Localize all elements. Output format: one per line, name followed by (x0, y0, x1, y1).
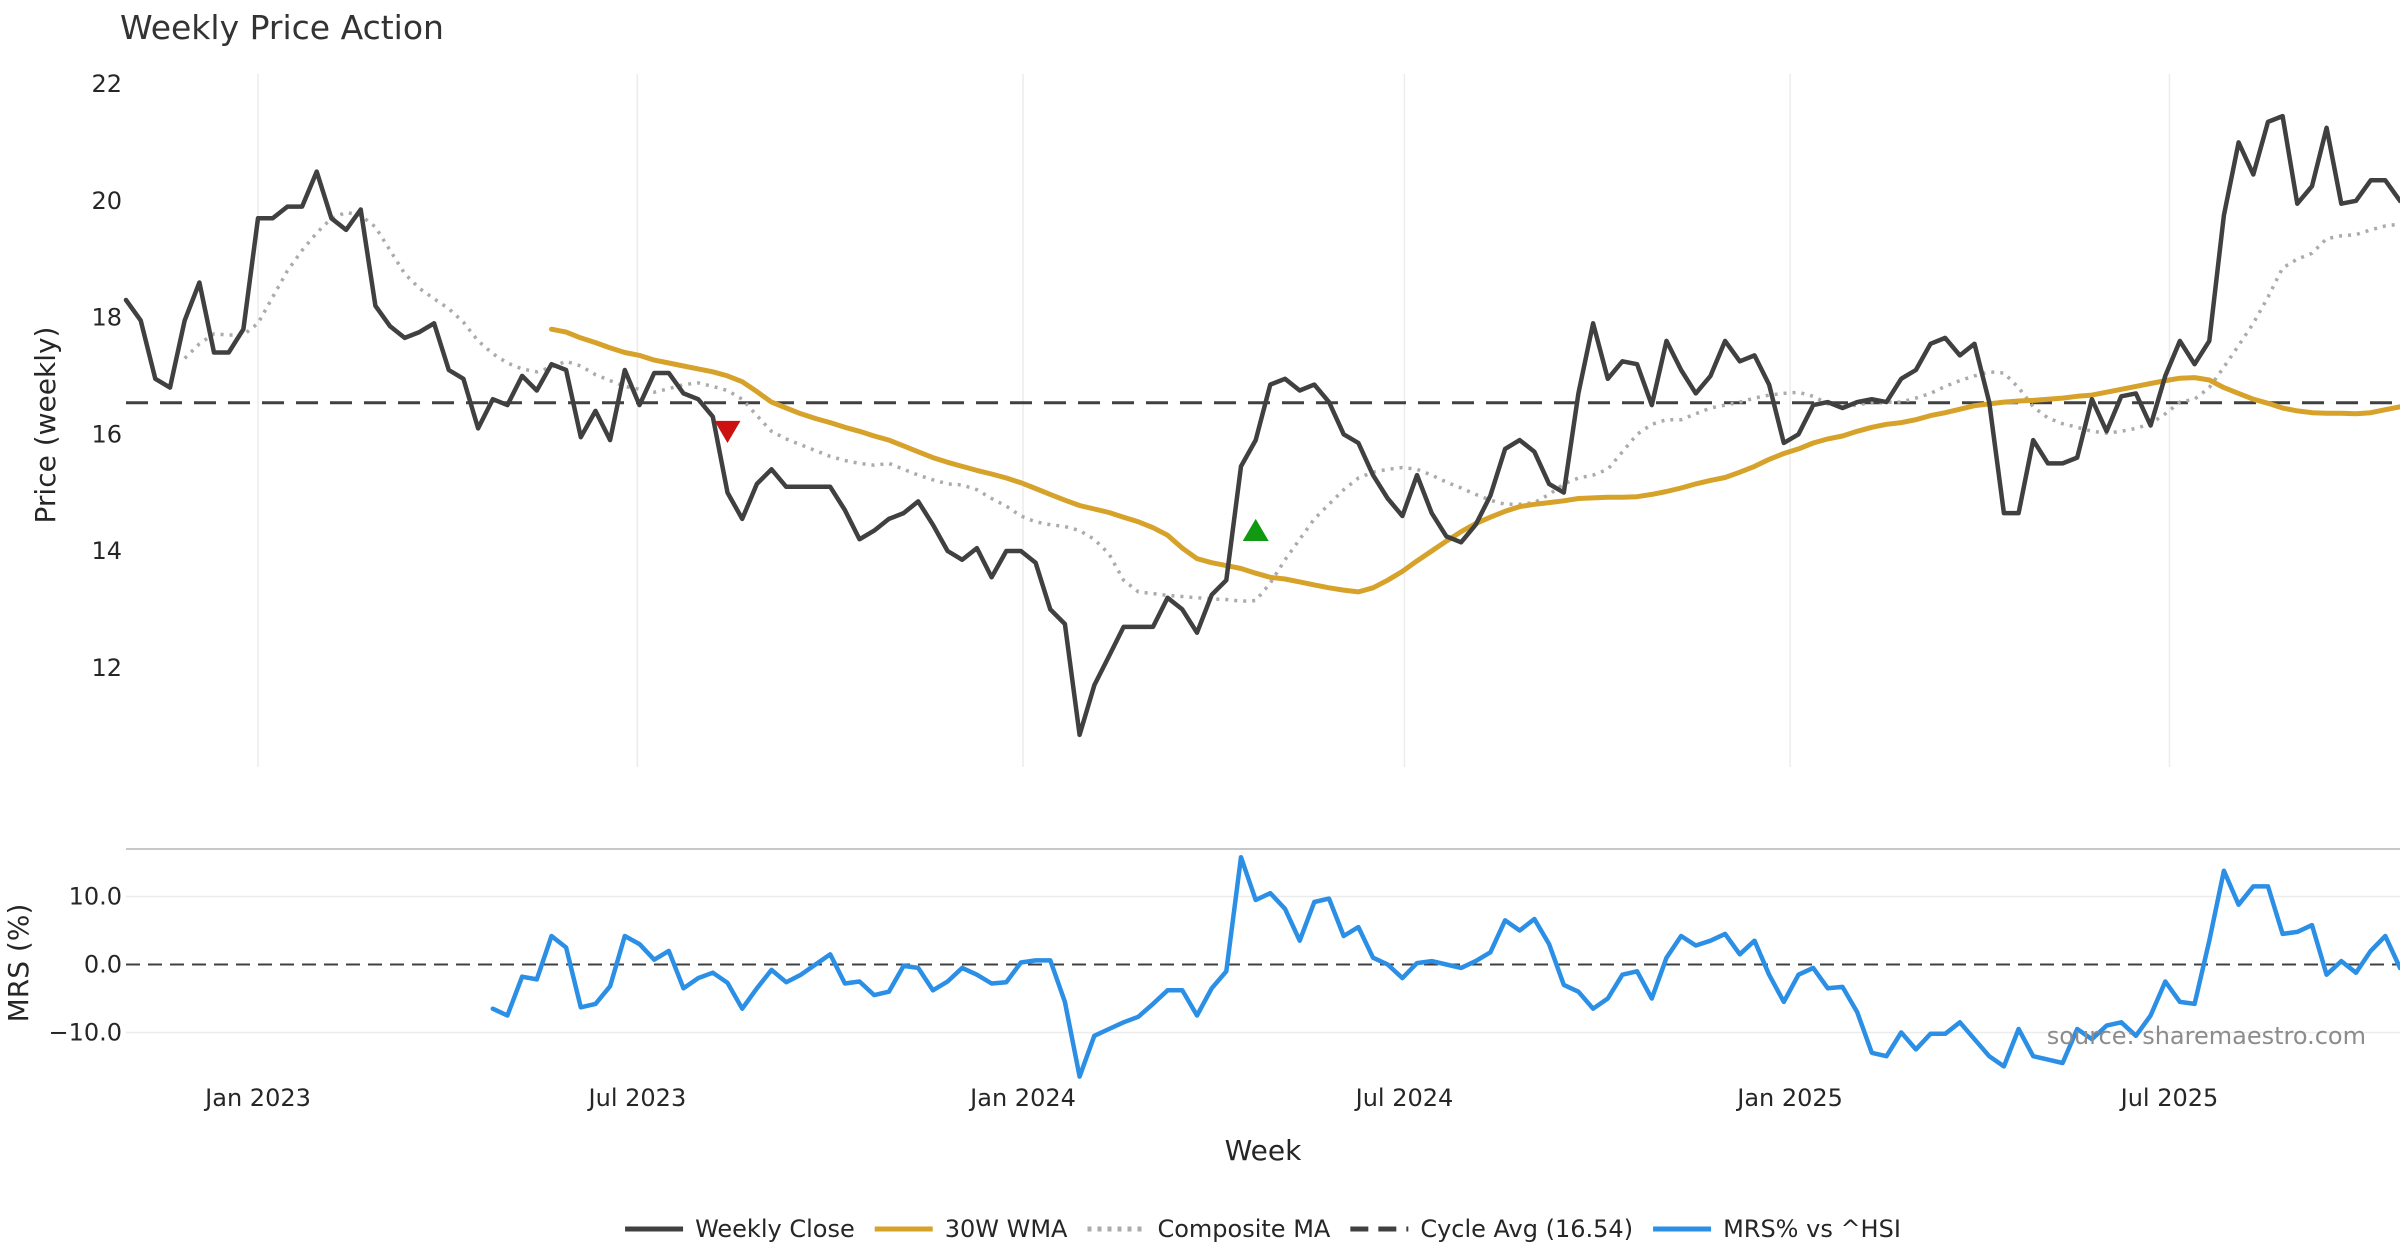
series-mrs-vs-hsi (490, 854, 2400, 1079)
mrs-y-tick-label: 10.0 (69, 883, 122, 911)
series-weekly-close (123, 113, 2400, 738)
x-tick-label: Jan 2025 (1735, 1084, 1843, 1112)
x-axis-label: Week (1225, 1134, 1302, 1167)
mrs-y-tick-label: −10.0 (48, 1018, 122, 1046)
mrs-y-axis-label: MRS (%) (2, 904, 35, 1023)
legend-label-composite-ma: Composite MA (1157, 1215, 1330, 1243)
sell-signal-marker (714, 420, 741, 443)
price-y-axis-label: Price (weekly) (29, 327, 62, 524)
x-tick-label: Jan 2023 (203, 1084, 311, 1112)
x-axis: Jan 2023 Jul 2023 Jan 2024 Jul 2024 Jan 2025… (203, 1084, 2218, 1112)
price-y-tick-label: 22 (91, 70, 122, 98)
price-series-group (123, 113, 2400, 738)
signal-markers (714, 420, 1269, 541)
series-30w-wma (549, 326, 2400, 595)
price-y-tick-label: 20 (91, 187, 122, 215)
price-y-axis: 12 14 16 18 20 22 (91, 70, 122, 682)
chart-title: Weekly Price Action (120, 8, 444, 47)
price-y-tick-label: 16 (91, 420, 122, 448)
source-credit: source: sharemaestro.com (2047, 1022, 2366, 1050)
x-tick-label: Jan 2024 (968, 1084, 1076, 1112)
series-composite-ma (183, 210, 2400, 603)
mrs-series-group (490, 854, 2400, 1079)
legend-label-30w-wma: 30W WMA (945, 1215, 1068, 1243)
legend-label-weekly-close: Weekly Close (695, 1215, 855, 1243)
buy-signal-marker (1242, 518, 1269, 541)
legend-label-cycle-avg-16-54: Cycle Avg (16.54) (1420, 1215, 1633, 1243)
price-y-tick-label: 14 (91, 537, 122, 565)
price-y-tick-label: 12 (91, 654, 122, 682)
legend-label-mrs-vs-hsi: MRS% vs ^HSI (1723, 1215, 1901, 1243)
mrs-y-tick-label: 0.0 (84, 951, 122, 979)
price-y-tick-label: 18 (91, 304, 122, 332)
price-grid (257, 74, 2171, 767)
x-tick-label: Jul 2024 (1354, 1084, 1454, 1112)
mrs-y-axis: 10.0 0.0 −10.0 (48, 883, 122, 1047)
x-tick-label: Jul 2023 (587, 1084, 687, 1112)
chart-legend: Weekly Close 30W WMA Composite MA Cycle Avg… (625, 1215, 1901, 1243)
x-tick-label: Jul 2025 (2119, 1084, 2219, 1112)
